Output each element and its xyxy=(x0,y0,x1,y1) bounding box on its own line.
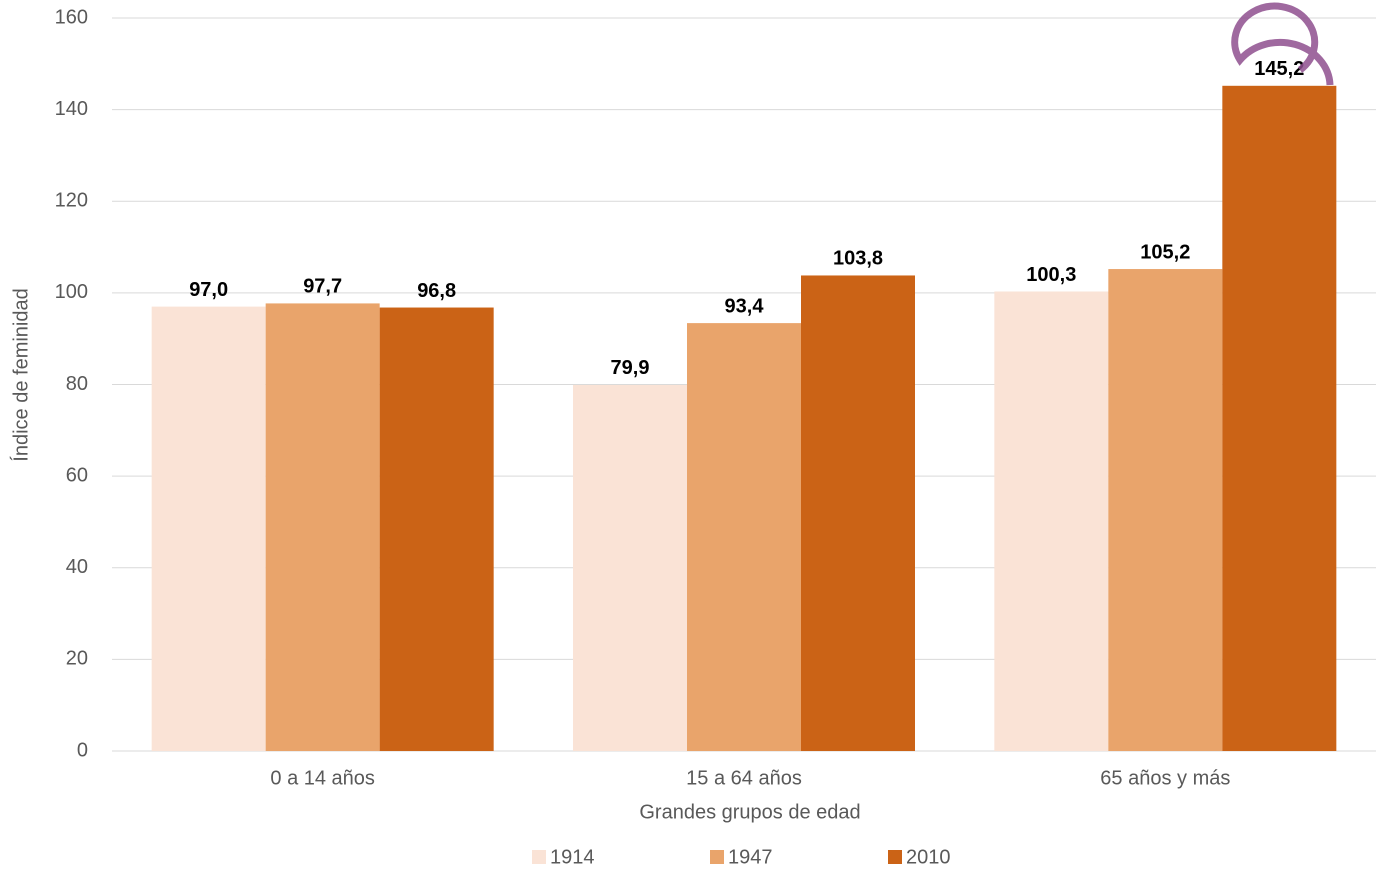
data-label: 103,8 xyxy=(833,248,883,270)
data-label: 145,2 xyxy=(1254,58,1304,80)
bar xyxy=(265,303,380,751)
legend-swatch xyxy=(710,850,724,864)
bar xyxy=(801,275,915,751)
bar xyxy=(573,384,687,751)
data-label: 100,3 xyxy=(1026,264,1076,286)
y-axis-title: Índice de feminidad xyxy=(9,288,32,461)
bar xyxy=(1222,85,1337,752)
x-axis-title: Grandes grupos de edad xyxy=(639,801,860,823)
y-tick-label: 80 xyxy=(66,373,88,395)
y-tick-label: 60 xyxy=(66,464,88,486)
data-label: 97,7 xyxy=(303,276,342,298)
bar xyxy=(1108,269,1223,751)
y-tick-label: 0 xyxy=(77,739,88,761)
highlight-ring xyxy=(1231,2,1334,86)
data-label: 96,8 xyxy=(417,280,456,302)
data-label: 93,4 xyxy=(725,295,765,317)
y-tick-label: 140 xyxy=(55,98,88,120)
data-label: 105,2 xyxy=(1140,241,1190,263)
data-label: 97,0 xyxy=(189,279,228,301)
x-tick-label: 65 años y más xyxy=(1100,767,1230,789)
x-tick-label: 0 a 14 años xyxy=(270,767,375,789)
y-tick-label: 40 xyxy=(66,556,88,578)
y-tick-label: 120 xyxy=(55,190,88,212)
y-tick-label: 20 xyxy=(66,648,88,670)
y-tick-label: 160 xyxy=(55,6,88,28)
bar xyxy=(151,306,266,751)
legend-label: 2010 xyxy=(906,846,951,868)
x-tick-label: 15 a 64 años xyxy=(686,767,802,789)
data-label: 79,9 xyxy=(611,357,650,379)
legend-label: 1947 xyxy=(728,846,773,868)
bar xyxy=(379,307,494,751)
y-tick-label: 100 xyxy=(55,281,88,303)
bar xyxy=(687,323,801,751)
bar xyxy=(994,291,1109,751)
legend-swatch xyxy=(532,850,546,864)
legend-label: 1914 xyxy=(550,846,595,868)
legend-swatch xyxy=(888,850,902,864)
